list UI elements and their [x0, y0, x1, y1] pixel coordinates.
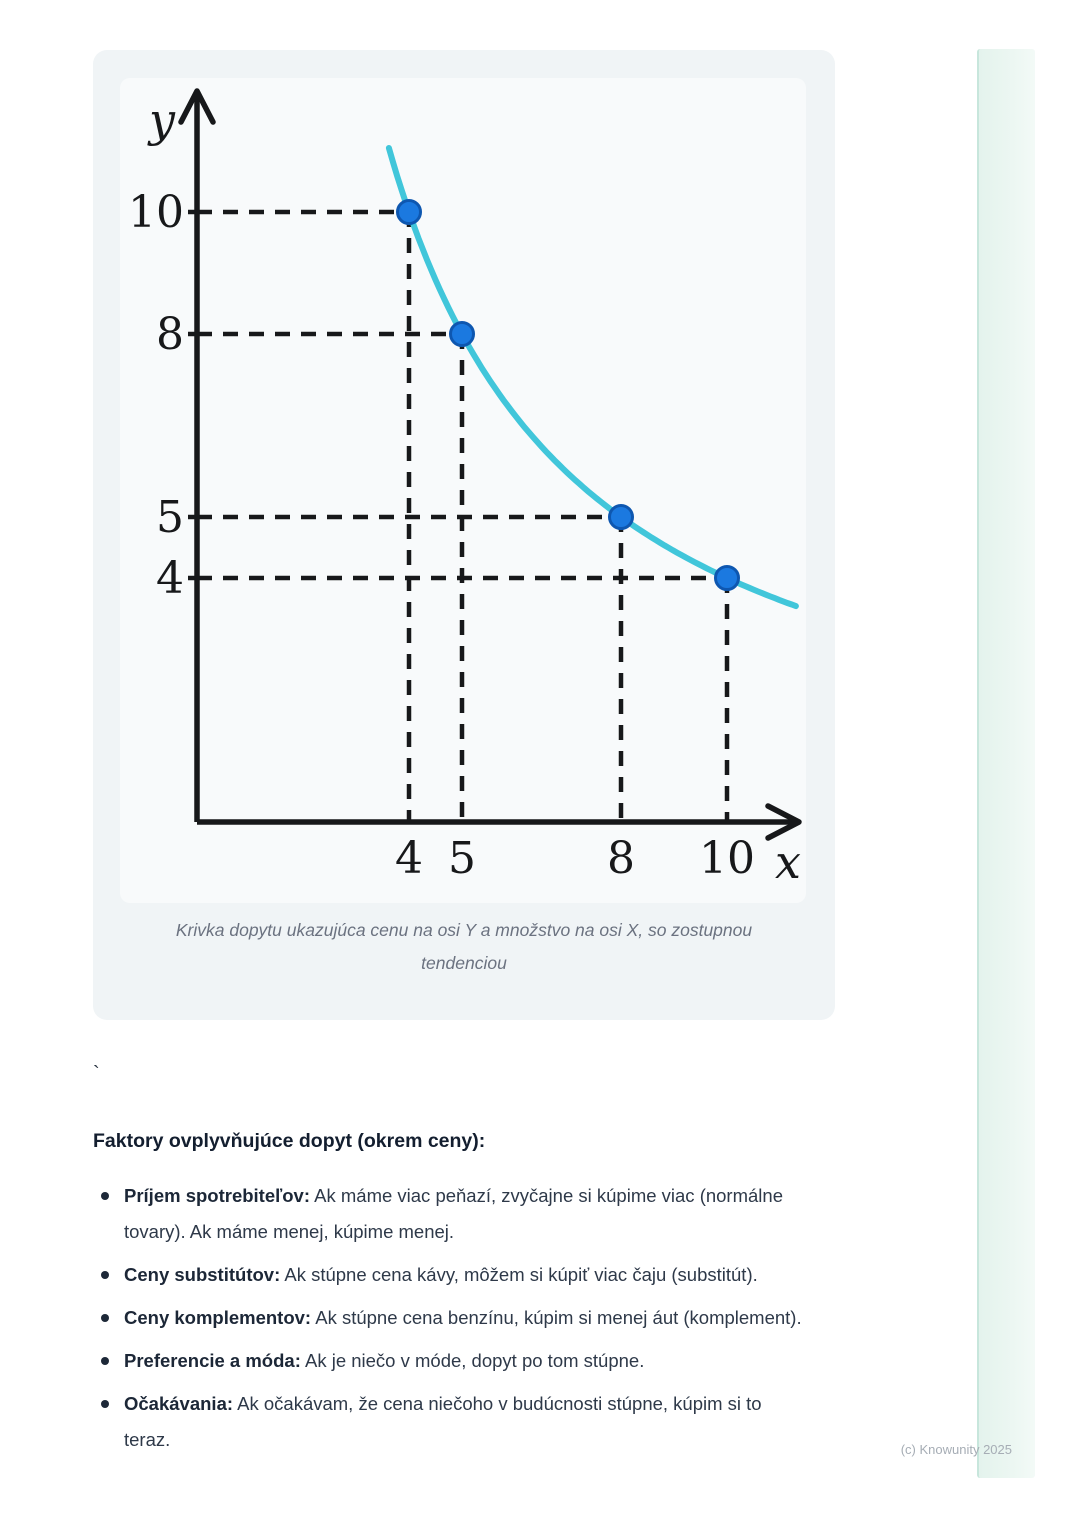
factors-list: Príjem spotrebiteľov: Ak máme viac peňaz… — [93, 1178, 805, 1465]
data-point — [449, 321, 475, 347]
y-tick-label: 10 — [128, 187, 184, 238]
factor-item: Príjem spotrebiteľov: Ak máme viac peňaz… — [93, 1178, 805, 1250]
factor-text: Ak stúpne cena benzínu, kúpim si menej á… — [311, 1307, 802, 1328]
x-tick-label: 5 — [448, 833, 476, 884]
chart-caption: Krivka dopytu ukazujúca cenu na osi Y a … — [175, 920, 753, 973]
bullet-dot-icon — [101, 1192, 109, 1200]
x-tick-label: 10 — [699, 833, 755, 884]
right-accent-stripe — [977, 49, 1035, 1478]
factor-item: Ceny komplementov: Ak stúpne cena benzín… — [93, 1300, 805, 1336]
bullet-dot-icon — [101, 1314, 109, 1322]
stray-backtick-text: ` — [93, 1063, 100, 1085]
y-tick-label: 5 — [156, 492, 184, 543]
bullet-dot-icon — [101, 1357, 109, 1365]
bullet-dot-icon — [101, 1271, 109, 1279]
data-point — [714, 565, 740, 591]
x-tick-label: 8 — [607, 833, 635, 884]
factor-label: Príjem spotrebiteľov: — [124, 1185, 311, 1206]
demand-curve — [385, 145, 799, 610]
chart-card: y x 10 8 5 4 4 5 8 10 Krivka dopytu ukazujúca cen… — [93, 50, 835, 1020]
section-heading: Faktory ovplyvňujúce dopyt (okrem ceny): — [93, 1130, 486, 1152]
y-tick-label: 4 — [156, 553, 184, 604]
data-point — [396, 199, 422, 225]
y-axis-label: y — [147, 93, 176, 147]
y-axis-arrow-icon — [178, 88, 216, 125]
data-point — [608, 504, 634, 530]
factor-item: Ceny substitútov: Ak stúpne cena kávy, m… — [93, 1257, 805, 1293]
x-axis-label: x — [775, 835, 801, 889]
x-axis-arrow-icon — [765, 803, 802, 841]
factor-label: Ceny substitútov: — [124, 1264, 281, 1285]
factor-label: Ceny komplementov: — [124, 1307, 312, 1328]
factor-item: Očakávania: Ak očakávam, že cena niečoho… — [93, 1386, 805, 1458]
bullet-dot-icon — [101, 1400, 109, 1408]
factor-item: Preferencie a móda: Ak je niečo v móde, … — [93, 1343, 805, 1379]
copyright-note: (c) Knowunity 2025 — [900, 1442, 1012, 1457]
factor-text: Ak stúpne cena kávy, môžem si kúpiť viac… — [280, 1264, 758, 1285]
factor-label: Očakávania: — [124, 1393, 234, 1414]
x-tick-label: 4 — [395, 833, 423, 884]
y-tick-label: 8 — [156, 309, 184, 360]
factor-label: Preferencie a móda: — [124, 1350, 301, 1371]
demand-chart-figure: y x 10 8 5 4 4 5 8 10 — [120, 78, 806, 903]
factor-text: Ak očakávam, že cena niečoho v budúcnost… — [124, 1393, 762, 1450]
factor-text: Ak máme viac peňazí, zvyčajne si kúpime … — [124, 1185, 783, 1242]
factor-text: Ak je niečo v móde, dopyt po tom stúpne. — [300, 1350, 645, 1371]
